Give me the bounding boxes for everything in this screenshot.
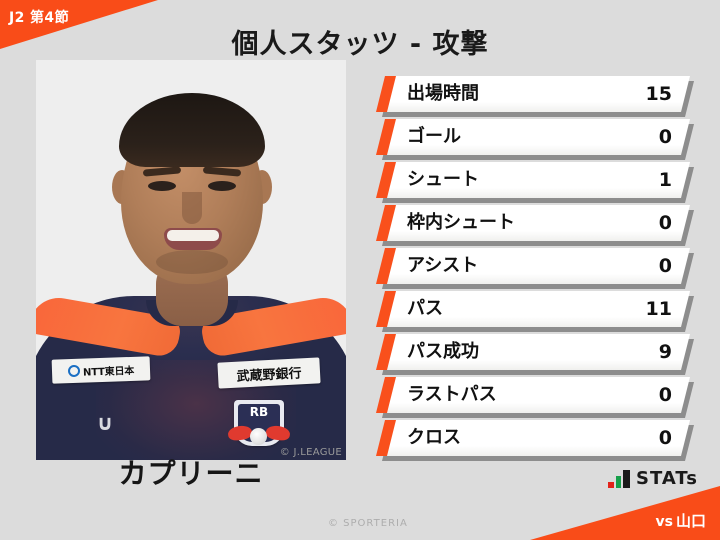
opponent-name: 山口 [675,512,706,530]
player-portrait-graphic: NTT東日本 武蔵野銀行 ∪ RB [36,60,346,460]
stat-row-body [378,377,690,413]
photo-credit: © J.LEAGUE [279,447,342,458]
stat-row-body [378,420,690,456]
stats-bars-icon [608,470,631,488]
jersey-sponsor-chest: NTT東日本 [51,356,151,384]
stats-bar-red-icon [608,482,615,488]
club-crest: RB [227,400,291,458]
stat-row: パス 11 [376,291,698,332]
stat-row-body [378,334,690,370]
stat-row: ゴール 0 [376,119,698,160]
jersey-sponsor-chest-label: NTT東日本 [82,365,135,379]
stat-row: クロス 0 [376,420,698,461]
stat-row: 出場時間 15 [376,76,698,117]
player-mouth [164,228,222,250]
stat-row-body [378,76,690,112]
under-armour-icon: ∪ [96,411,114,435]
stat-label: 枠内シュート [407,212,515,233]
stat-row: パス成功 9 [376,334,698,375]
stat-row-body [378,162,690,198]
ntt-logo-icon [67,364,81,378]
stat-row-body [378,119,690,155]
stat-label: パス [407,298,443,319]
stat-row-body [378,205,690,241]
stat-label: パス成功 [407,341,479,362]
stat-row: アシスト 0 [376,248,698,289]
player-photo: NTT東日本 武蔵野銀行 ∪ RB © J.LEAGUE [36,60,346,460]
page-title: 個人スタッツ - 攻撃 [231,29,489,60]
opponent-label: vs 山口 [656,510,706,531]
stat-label: 出場時間 [407,83,479,104]
stat-row: 枠内シュート 0 [376,205,698,246]
stat-label: シュート [407,169,479,190]
stats-bar-black-icon [623,470,631,488]
jersey-sponsor-side: 武蔵野銀行 [217,357,321,389]
stat-value: 0 [658,126,672,148]
stat-label: ゴール [407,126,461,147]
stats-list: 出場時間 15 ゴール 0 シュート 1 枠内シュート 0 アシスト 0 パス 11 パス成功 9 ラストパ… [376,76,698,463]
opponent-prefix: vs [655,514,673,530]
stat-value: 0 [658,212,672,234]
stat-value: 0 [658,427,672,449]
player-nose [182,192,202,224]
jersey-sponsor-side-label: 武蔵野銀行 [236,365,302,385]
player-chin [156,250,228,274]
stat-label: アシスト [407,255,479,276]
stat-row: ラストパス 0 [376,377,698,418]
sporteria-credit: © SPORTERIA [328,518,408,529]
player-eye-right [208,181,236,191]
stat-label: クロス [407,427,461,448]
stat-value: 15 [645,83,672,105]
matchday-badge: J2 第4節 [9,10,69,26]
stats-bar-green-icon [616,476,622,488]
player-eye-left [148,181,176,191]
stats-brand-logo: STATs [608,466,698,488]
stat-value: 9 [658,341,672,363]
stat-row-body [378,248,690,284]
stat-value: 0 [658,255,672,277]
stat-row-body [378,291,690,327]
player-teeth [167,230,219,241]
stat-value: 11 [645,298,672,320]
stat-label: ラストパス [407,384,497,405]
crest-label: RB [249,405,269,419]
stat-row: シュート 1 [376,162,698,203]
player-name: カプリーニ [118,457,264,490]
stat-value: 0 [658,384,672,406]
stats-brand-label: STATs [636,468,698,489]
stat-value: 1 [658,169,672,191]
crest-ball-icon [250,428,267,445]
